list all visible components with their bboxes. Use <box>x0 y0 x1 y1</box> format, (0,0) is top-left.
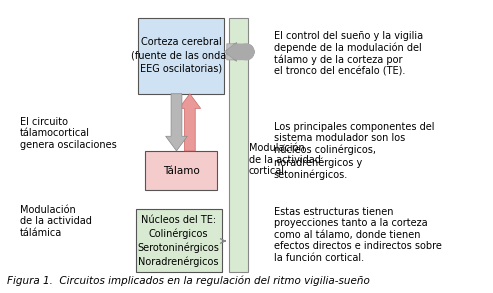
Text: Modulación
de la actividad
cortical: Modulación de la actividad cortical <box>249 143 321 176</box>
Text: El circuito
tálamocortical
genera oscilaciones: El circuito tálamocortical genera oscila… <box>20 117 116 150</box>
FancyArrow shape <box>224 42 237 61</box>
Text: El control del sueño y la vigilia
depende de la modulación del
tálamo y de la co: El control del sueño y la vigilia depend… <box>274 31 423 77</box>
FancyArrow shape <box>166 94 187 151</box>
Bar <box>136 209 222 272</box>
Text: Figura 1.  Circuitos implicados en la regulación del ritmo vigilia-sueño: Figura 1. Circuitos implicados en la reg… <box>7 275 370 286</box>
Text: Núcleos del TE:
Colinérgicos
Serotoninérgicos
Noradrenérgicos: Núcleos del TE: Colinérgicos Serotoninér… <box>138 215 220 267</box>
Bar <box>138 18 224 94</box>
Text: Estas estructuras tienen
proyecciones tanto a la corteza
como al tálamo, donde t: Estas estructuras tienen proyecciones ta… <box>274 207 442 263</box>
Bar <box>229 18 248 272</box>
FancyArrow shape <box>179 94 201 151</box>
Text: Tálamo: Tálamo <box>163 166 200 176</box>
Text: Modulación
de la actividad
tálámica: Modulación de la actividad tálámica <box>20 205 92 238</box>
Text: Corteza cerebral
(fuente de las ondas
EEG oscilatorias): Corteza cerebral (fuente de las ondas EE… <box>131 38 231 74</box>
Text: Los principales componentes del
sistema modulador son los
núcleos colinérgicos,
: Los principales componentes del sistema … <box>274 122 434 180</box>
Bar <box>145 151 217 190</box>
